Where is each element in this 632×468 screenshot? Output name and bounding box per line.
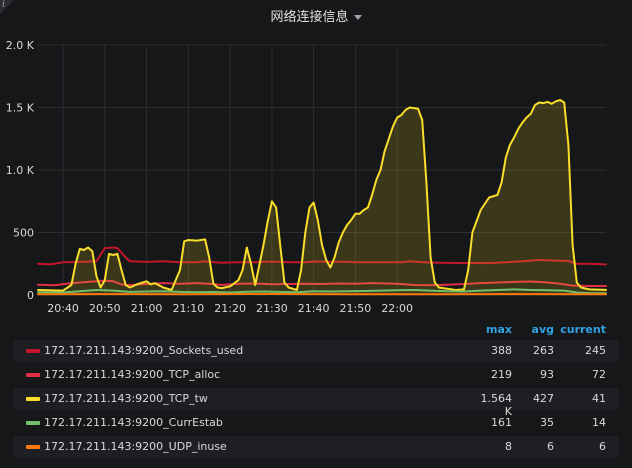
legend-series-name[interactable]: 172.17.211.143:9200_TCP_alloc [44,368,221,381]
legend-row[interactable]: 172.17.211.143:9200_TCP_alloc 219 93 72 [14,364,618,386]
legend-row[interactable]: 172.17.211.143:9200_UDP_inuse 8 6 6 [14,436,618,458]
y-tick-label: 1.5 K [6,102,35,115]
legend-series-name[interactable]: 172.17.211.143:9200_Sockets_used [44,344,244,357]
legend-value-current: 41 [592,392,606,405]
legend-value-avg: 427 [533,392,554,405]
legend-color-swatch[interactable] [26,421,40,425]
series-line-2 [37,99,607,292]
x-tick-label: 22:00 [381,302,413,315]
series-line-0 [37,246,607,266]
legend-value-max: 161 [491,416,512,429]
legend-row[interactable]: 172.17.211.143:9200_TCP_tw 1.564 K 427 41 [14,388,618,418]
legend-series-name[interactable]: 172.17.211.143:9200_TCP_tw [44,392,208,405]
legend-header-current-label[interactable]: current [560,323,606,336]
y-tick-label: 2.0 K [6,39,35,52]
legend-value-current: 14 [592,416,606,429]
series-line-1 [37,279,607,287]
legend-value-max: 1.564 K [480,392,513,418]
chevron-down-icon[interactable] [353,15,362,20]
legend-color-swatch[interactable] [26,445,40,449]
legend-series-name[interactable]: 172.17.211.143:9200_CurrEstab [44,416,223,429]
legend-header-avg[interactable]: avg [531,323,554,336]
legend-value-max: 388 [491,344,512,357]
series-line-3 [37,288,607,295]
series-area-2 [38,100,606,295]
x-tick-label: 21:20 [214,302,246,315]
x-tick-label: 21:10 [173,302,205,315]
legend-value-current: 6 [599,440,606,453]
x-tick-label: 21:50 [340,302,372,315]
x-tick-label: 20:50 [89,302,121,315]
legend-value-current: 245 [585,344,606,357]
legend-value-avg: 6 [547,440,554,453]
info-glyph: i [2,0,5,10]
x-tick-label: 21:30 [256,302,288,315]
y-tick-label: 0 [27,289,34,302]
panel-title[interactable]: 网络连接信息 [270,10,349,25]
legend-value-avg: 35 [540,416,554,429]
legend-header-max[interactable]: max [486,323,512,336]
legend-series-name[interactable]: 172.17.211.143:9200_UDP_inuse [44,440,227,453]
legend-value-avg: 263 [533,344,554,357]
y-tick-label: 1.0 K [6,164,35,177]
legend-value-current: 72 [592,368,606,381]
legend-row[interactable]: 172.17.211.143:9200_CurrEstab 161 35 14 [14,412,618,434]
legend-value-max: 219 [491,368,512,381]
y-tick-label: 500 [13,227,34,240]
panel-title-wrap[interactable]: 网络连接信息 [0,6,632,25]
legend-color-swatch[interactable] [26,349,40,353]
legend-row[interactable]: 172.17.211.143:9200_Sockets_used 388 263 24… [14,340,618,362]
x-tick-label: 21:00 [131,302,163,315]
legend-color-swatch[interactable] [26,373,40,377]
legend-value-max: 8 [505,440,512,453]
legend-value-avg: 93 [540,368,554,381]
line-chart: 0 500 1.0 K 1.5 K 2.0 K 20:40 20:50 21:00 21:10 2… [6,39,607,315]
x-tick-label: 20:40 [47,302,79,315]
legend-color-swatch[interactable] [26,397,40,401]
x-tick-label: 21:40 [298,302,330,315]
